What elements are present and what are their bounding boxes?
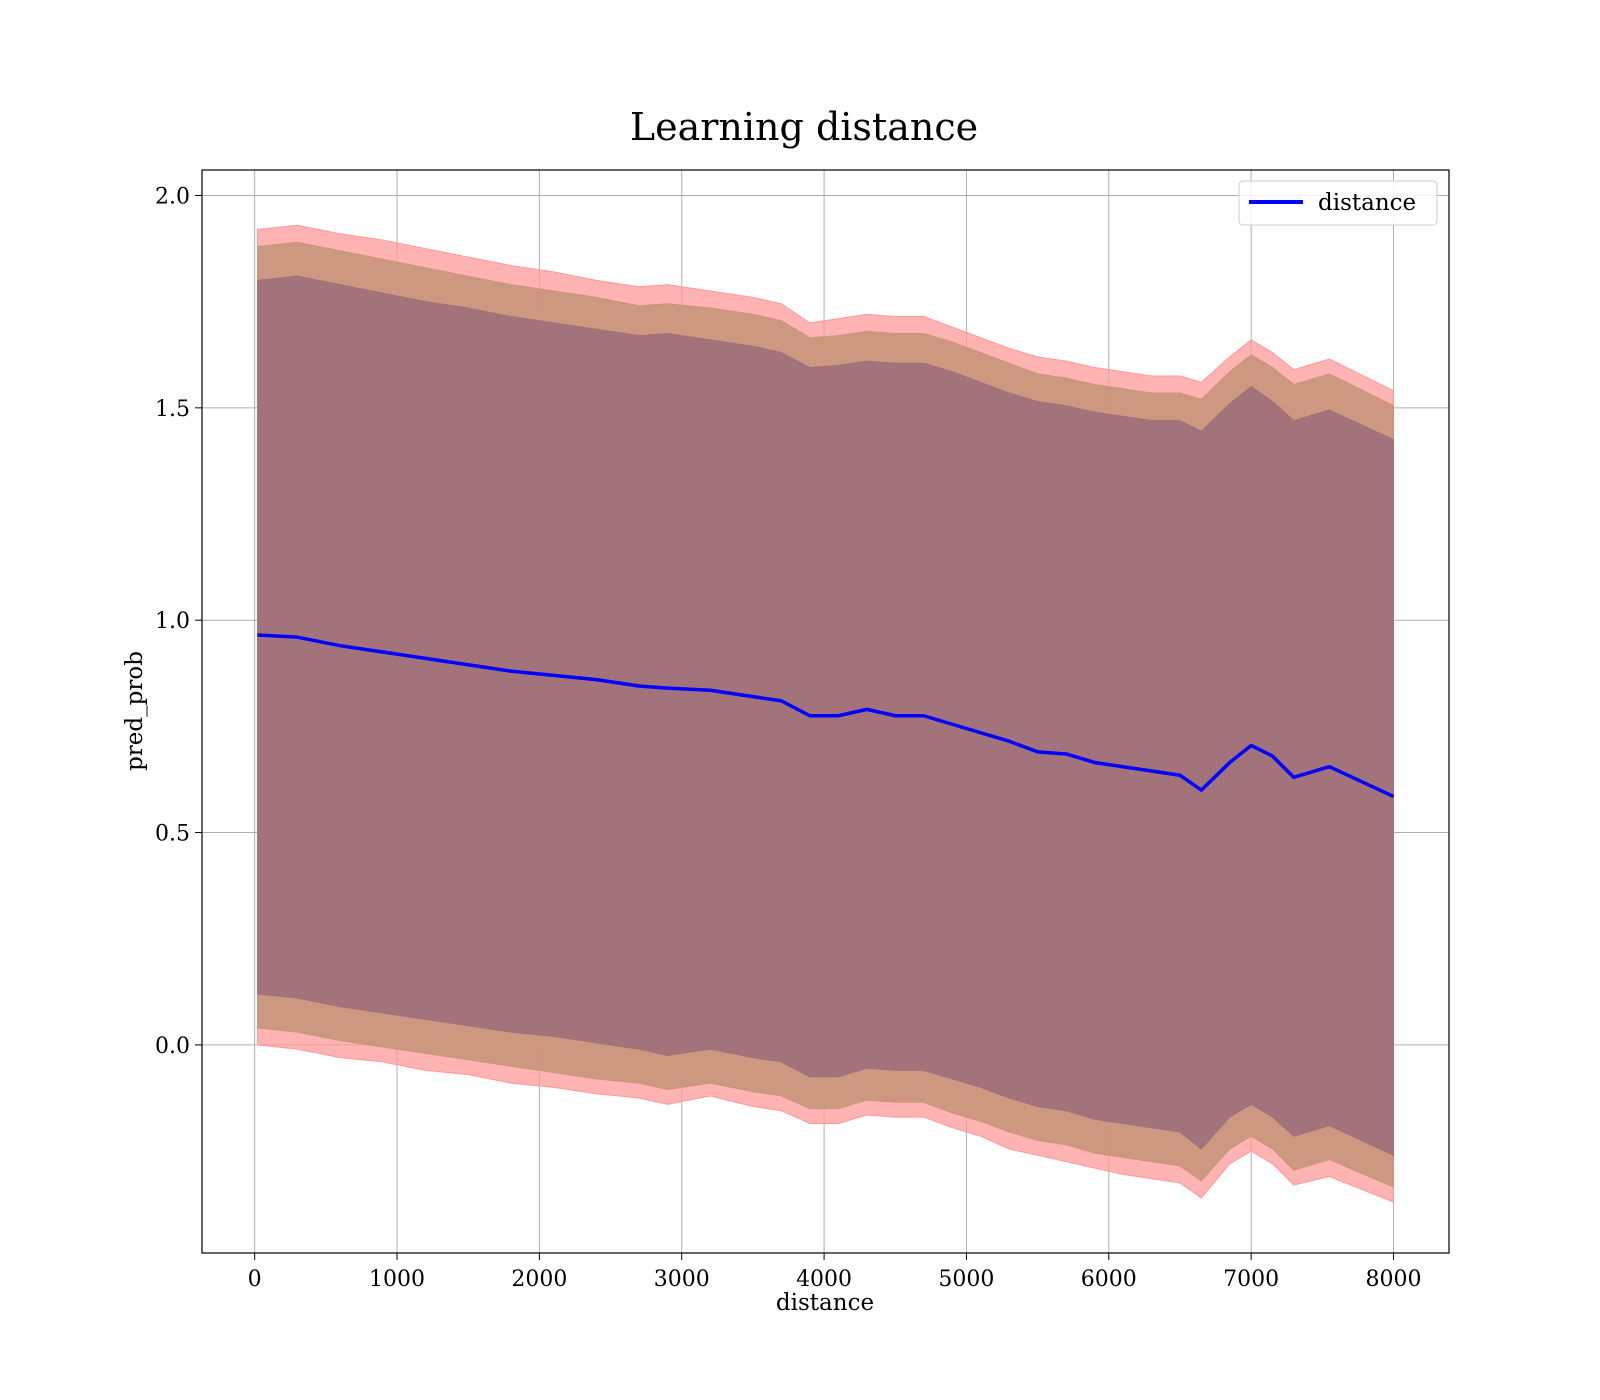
- y-tick-label-0: 0.0: [155, 1034, 190, 1059]
- legend: distance: [1238, 180, 1438, 226]
- y-tick-label-4: 2.0: [155, 184, 190, 209]
- confidence-bands: [257, 224, 1394, 1203]
- x-tick-label-8: 8000: [1365, 1267, 1421, 1292]
- x-tick-label-4: 4000: [796, 1267, 852, 1292]
- series-lines: [257, 633, 1395, 799]
- y-tick-label-3: 1.5: [155, 397, 190, 422]
- series-line-0: [257, 633, 1395, 799]
- x-tick-label-6: 6000: [1081, 1267, 1137, 1292]
- y-tick-label-1: 0.5: [155, 822, 190, 847]
- legend-box: [1238, 180, 1438, 226]
- legend-label-distance: distance: [1318, 190, 1416, 216]
- x-tick-label-1: 1000: [369, 1267, 425, 1292]
- y-axis-label: pred_prob: [122, 651, 148, 771]
- y-tick-label-2: 1.0: [155, 609, 190, 634]
- x-tick-label-2: 2000: [511, 1267, 567, 1292]
- x-tick-label-5: 5000: [938, 1267, 994, 1292]
- x-tick-label-7: 7000: [1223, 1267, 1279, 1292]
- chart-title: Learning distance: [630, 105, 978, 149]
- x-tick-label-3: 3000: [654, 1267, 710, 1292]
- x-axis-ticks: 0 1000 2000 3000 4000 5000 6000 7000 8000: [248, 1253, 1421, 1292]
- y-axis-ticks: 0.0 0.5 1.0 1.5 2.0: [155, 184, 202, 1059]
- x-axis-label: distance: [776, 1290, 874, 1316]
- x-tick-label-0: 0: [248, 1267, 262, 1292]
- plot-frame: [201, 169, 1450, 1254]
